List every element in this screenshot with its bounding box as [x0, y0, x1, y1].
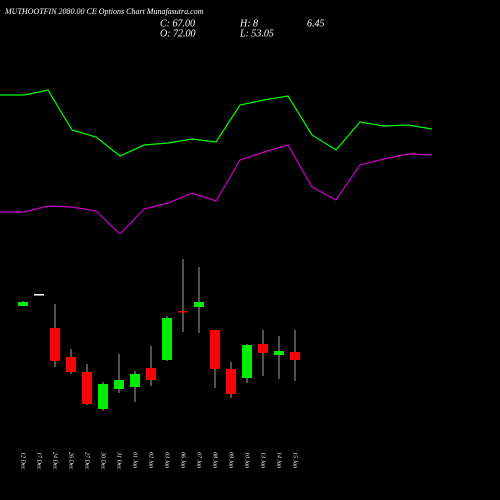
line-series [0, 144, 433, 235]
candle-body [66, 357, 76, 372]
candle-body [290, 352, 300, 360]
x-tick-label: 15 Jan [292, 452, 298, 468]
candle-body [82, 372, 92, 404]
candle-body [242, 345, 252, 378]
candle-body [178, 311, 188, 313]
candle-body [274, 351, 284, 355]
line-series [0, 89, 433, 157]
close-label: C: 67.00 [160, 18, 195, 29]
x-tick-label: 27 Dec [84, 452, 90, 469]
x-tick-label: 07 Jan [196, 452, 202, 468]
candle-body [258, 344, 268, 353]
candle-body [114, 380, 124, 389]
x-tick-label: 09 Jan [228, 452, 234, 468]
candle-body [226, 369, 236, 394]
x-tick-label: 30 Dec [100, 451, 106, 469]
candle-body [130, 374, 140, 387]
x-tick-label: 13 Jan [260, 452, 266, 468]
chart-title: MUTHOOTFIN 2080.00 CE Options Chart Muna… [4, 7, 204, 16]
candle-body [162, 318, 172, 360]
x-tick-label: 24 Dec [52, 452, 59, 469]
candle-body [210, 330, 220, 369]
x-tick-label: 26 Dec [68, 452, 74, 469]
candle-body [146, 368, 156, 380]
x-tick-label: 08 Jan [212, 452, 218, 468]
high-label: H: 8 [239, 18, 258, 29]
x-tick-label: 12 Dec [20, 452, 26, 469]
x-tick-label: 01 Jan [132, 452, 138, 468]
open-label: O: 72.00 [160, 28, 196, 39]
x-tick-label: 02 Jan [148, 452, 154, 468]
low-label: L: 53.05 [239, 28, 274, 39]
extra-label: 6.45 [307, 18, 325, 29]
candle-body [34, 294, 44, 296]
x-tick-label: 03 Jan [164, 452, 170, 468]
candle-body [18, 302, 28, 306]
x-tick-label: 10 Jan [244, 452, 250, 468]
x-tick-label: 14 Jan [276, 452, 283, 468]
candle-body [194, 302, 204, 307]
x-tick-label: 31 Dec [116, 451, 122, 469]
candle-body [50, 328, 60, 361]
x-tick-label: 17 Dec [36, 452, 42, 469]
candle-body [98, 384, 108, 409]
x-tick-label: 06 Jan [180, 452, 186, 468]
